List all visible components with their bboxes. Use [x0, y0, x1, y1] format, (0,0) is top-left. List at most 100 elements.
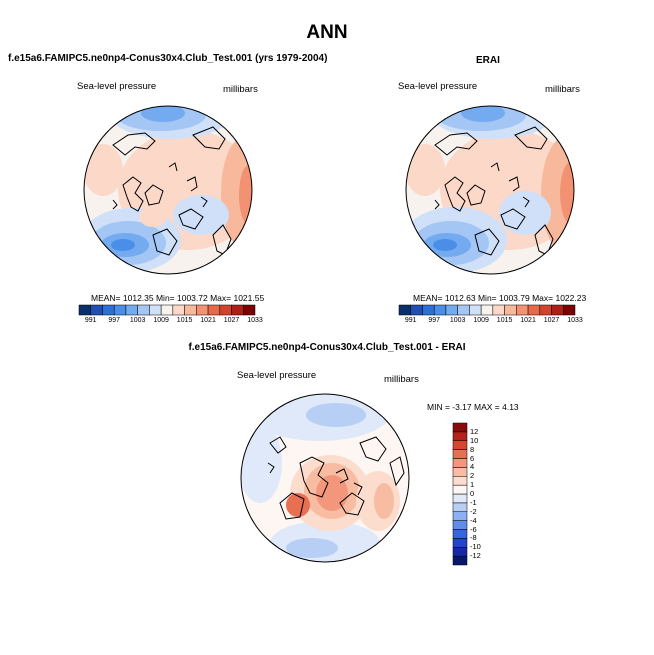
colorbar-swatch	[113, 304, 127, 316]
colorbar-swatch	[445, 304, 458, 316]
colorbar-swatch	[452, 476, 468, 486]
colorbar-swatch	[527, 304, 541, 316]
colorbar-swatch	[433, 304, 447, 316]
colorbar-tick-label: 1021	[520, 317, 536, 324]
panel1-colorbar	[78, 304, 256, 316]
colorbar-tick-label: 1021	[200, 317, 216, 324]
colorbar-swatch	[452, 555, 468, 566]
colorbar-swatch	[231, 304, 244, 316]
colorbar-tick-label: 991	[404, 317, 417, 324]
colorbar-swatch	[219, 304, 232, 316]
colorbar-tick-label: 991	[84, 317, 97, 324]
colorbar-swatch	[452, 493, 468, 504]
colorbar-swatch	[137, 304, 150, 316]
panel2-variable-label: Sea-level pressure	[398, 81, 478, 92]
map1-coastline	[112, 126, 232, 256]
colorbar-swatch	[102, 304, 115, 316]
colorbar-swatch	[78, 304, 91, 316]
colorbar-tick-label: -8	[470, 533, 477, 543]
colorbar-swatch	[452, 422, 468, 433]
panel3-map	[240, 393, 410, 563]
colorbar-tick-label: 1015	[496, 317, 513, 324]
colorbar-swatch	[457, 304, 470, 316]
colorbar-swatch	[90, 304, 103, 316]
colorbar-swatch	[452, 520, 468, 530]
colorbar-swatch	[452, 458, 468, 468]
colorbar-swatch	[207, 304, 221, 316]
panel3-variable-label: Sea-level pressure	[237, 370, 317, 381]
colorbar-swatch	[492, 304, 505, 316]
panel1-variable-label: Sea-level pressure	[77, 81, 157, 92]
colorbar-tick-label: -4	[470, 515, 477, 525]
colorbar-tick-label: 6	[470, 453, 475, 463]
colorbar-tick-label: 1027	[543, 317, 560, 324]
colorbar-tick-label: 997	[428, 317, 441, 324]
colorbar-tick-label: -12	[470, 551, 481, 561]
colorbar-swatch	[160, 304, 174, 316]
colorbar-swatch	[243, 304, 256, 316]
colorbar-tick-label: -6	[470, 524, 477, 534]
colorbar-swatch	[504, 304, 517, 316]
colorbar-swatch	[452, 538, 468, 548]
panel3-units-label: millibars	[384, 374, 419, 385]
main-title: ANN	[306, 22, 348, 43]
panel2-units-label: millibars	[545, 84, 580, 95]
colorbar-swatch	[452, 502, 468, 512]
colorbar-tick-label: 1009	[153, 317, 169, 324]
panel1-units-label: millibars	[223, 84, 258, 95]
colorbar-tick-label: 997	[108, 317, 121, 324]
colorbar-swatch	[410, 304, 423, 316]
colorbar-swatch	[452, 431, 468, 441]
colorbar-swatch	[125, 304, 138, 316]
colorbar-swatch	[452, 547, 468, 557]
colorbar-swatch	[452, 467, 468, 477]
colorbar-tick-label: 0	[470, 489, 475, 498]
panel2-stats: MEAN= 1012.63 Min= 1003.79 Max= 1022.23	[413, 293, 587, 303]
colorbar-tick-label: 1015	[176, 317, 193, 324]
colorbar-tick-label: 8	[470, 444, 475, 454]
map3-positive-max	[286, 493, 310, 517]
colorbar-swatch	[452, 484, 468, 495]
panel2-map	[405, 105, 575, 275]
colorbar-tick-label: 1033	[247, 317, 263, 324]
panel2-colorbar	[398, 304, 576, 316]
colorbar-tick-label: -10	[470, 542, 481, 552]
colorbar-swatch	[551, 304, 564, 316]
colorbar-tick-label: -1	[470, 497, 477, 507]
map1-highpressure-core	[239, 165, 252, 225]
colorbar-swatch	[398, 304, 411, 316]
colorbar-swatch	[516, 304, 529, 316]
colorbar-swatch	[196, 304, 209, 316]
colorbar-tick-label: 1	[470, 480, 475, 490]
colorbar-swatch	[452, 511, 468, 521]
colorbar-tick-label: 1009	[473, 317, 489, 324]
colorbar-tick-label: 1027	[223, 317, 240, 324]
colorbar-tick-label: 4	[470, 462, 475, 472]
colorbar-tick-label: 1003	[449, 317, 466, 324]
colorbar-swatch	[539, 304, 552, 316]
panel3-colorbar	[452, 422, 468, 566]
panel2-title: ERAI	[476, 55, 500, 66]
panel1-title: f.e15a6.FAMIPC5.ne0np4-Conus30x4.Club_Te…	[8, 53, 328, 64]
map3-coastline	[269, 436, 405, 520]
colorbar-swatch	[452, 440, 468, 450]
panel3-stats: MIN = -3.17 MAX = 4.13	[427, 402, 519, 412]
colorbar-tick-label: 10	[470, 435, 479, 445]
colorbar-tick-label: 2	[470, 471, 475, 481]
colorbar-swatch	[480, 304, 494, 316]
colorbar-swatch	[149, 304, 162, 316]
colorbar-swatch	[452, 529, 468, 539]
colorbar-swatch	[172, 304, 185, 316]
colorbar-tick-label: 1003	[129, 317, 146, 324]
map2-coastline	[434, 126, 554, 256]
colorbar-swatch	[422, 304, 435, 316]
colorbar-swatch	[452, 449, 468, 459]
panel3-title: f.e15a6.FAMIPC5.ne0np4-Conus30x4.Club_Te…	[188, 342, 466, 353]
panel1-stats: MEAN= 1012.35 Min= 1003.72 Max= 1021.55	[91, 293, 265, 303]
colorbar-swatch	[469, 304, 482, 316]
panel1-map	[83, 105, 253, 275]
colorbar-tick-label: 1033	[567, 317, 583, 324]
map2-highpressure-core	[560, 161, 574, 225]
colorbar-swatch	[184, 304, 197, 316]
colorbar-swatch	[563, 304, 576, 316]
